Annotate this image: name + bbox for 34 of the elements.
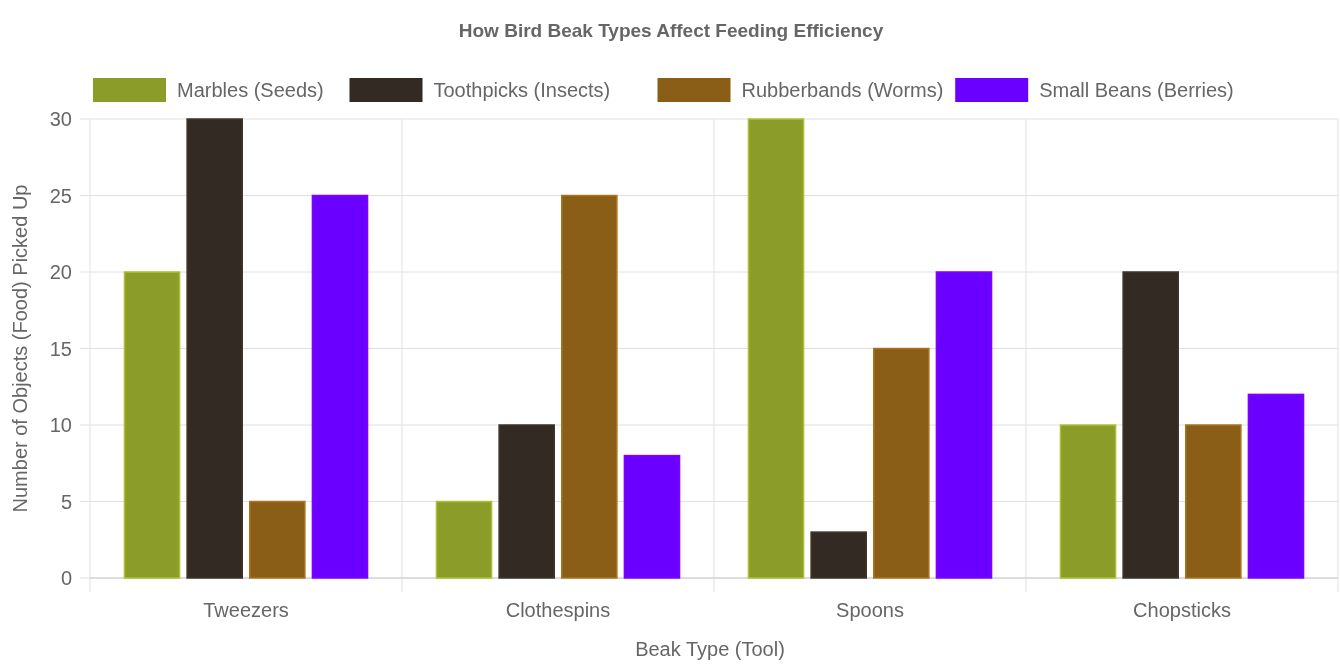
- bar: [498, 424, 555, 579]
- y-tick-label: 0: [60, 567, 72, 589]
- y-tick-label: 15: [49, 337, 72, 360]
- y-tick-label: 25: [49, 184, 72, 207]
- bar: [623, 454, 681, 579]
- bar: [186, 118, 243, 579]
- x-axis-title: Beak Type (Tool): [635, 638, 785, 660]
- x-tick-label: Spoons: [836, 599, 904, 621]
- legend-label: Toothpicks (Insects): [433, 79, 611, 101]
- bar: [1059, 424, 1117, 579]
- x-tick-label: Tweezers: [203, 599, 289, 621]
- bar: [810, 531, 867, 579]
- y-axis-title: Number of Objects (Food) Picked Up: [9, 184, 31, 513]
- x-tick-label: Chopsticks: [1133, 599, 1231, 621]
- chart-title: How Bird Beak Types Affect Feeding Efficiency: [458, 20, 884, 41]
- bar: [435, 500, 493, 579]
- bar: [1122, 271, 1179, 579]
- legend-label: Small Beans (Berries): [1039, 79, 1234, 101]
- bar: [935, 271, 993, 579]
- bar: [561, 194, 618, 579]
- x-tick-label: Clothespins: [505, 599, 611, 621]
- bar: [873, 347, 930, 579]
- y-tick-label: 20: [49, 261, 72, 283]
- bar: [311, 194, 369, 579]
- y-tick-label: 5: [60, 490, 72, 513]
- bar: [747, 118, 805, 579]
- bar: [249, 500, 306, 579]
- bar: [123, 271, 181, 579]
- y-tick-label: 10: [49, 414, 72, 436]
- y-tick-label: 30: [49, 108, 72, 130]
- bar: [1247, 393, 1305, 579]
- legend-label: Rubberbands (Worms): [741, 79, 944, 101]
- bar: [1185, 424, 1242, 579]
- legend-label: Marbles (Seeds): [177, 79, 324, 101]
